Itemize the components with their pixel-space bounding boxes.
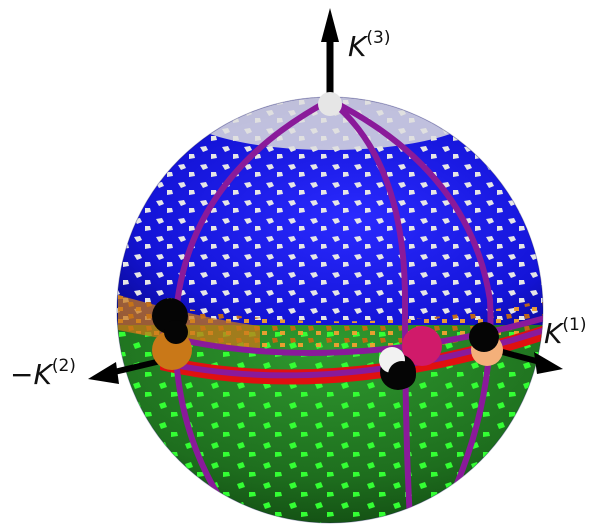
label-k1: K(1) xyxy=(544,315,586,350)
axis-k2-arrowhead xyxy=(88,362,119,384)
right-black-ball xyxy=(469,322,499,352)
right-ball-group xyxy=(469,322,503,366)
left-ball-group xyxy=(152,298,192,370)
center-magenta-ball xyxy=(402,326,442,366)
label-k3: K(3) xyxy=(348,28,390,63)
label-k2: −K(2) xyxy=(10,356,76,391)
meridian-center xyxy=(328,97,413,521)
axis-k3-arrowhead xyxy=(321,8,339,42)
axis-k1-arrowhead xyxy=(534,352,563,374)
center-black-ball-front xyxy=(388,361,416,389)
center-ball-group xyxy=(379,326,442,390)
left-black-ball-lower xyxy=(164,320,188,344)
axis-k2-shaft xyxy=(109,357,166,376)
orange-band-fill xyxy=(118,295,260,350)
axis-k2 xyxy=(88,357,166,384)
axis-k3 xyxy=(321,8,339,100)
red-band xyxy=(160,325,543,385)
top-pole-ball xyxy=(318,92,342,116)
meridian-right xyxy=(328,97,494,502)
